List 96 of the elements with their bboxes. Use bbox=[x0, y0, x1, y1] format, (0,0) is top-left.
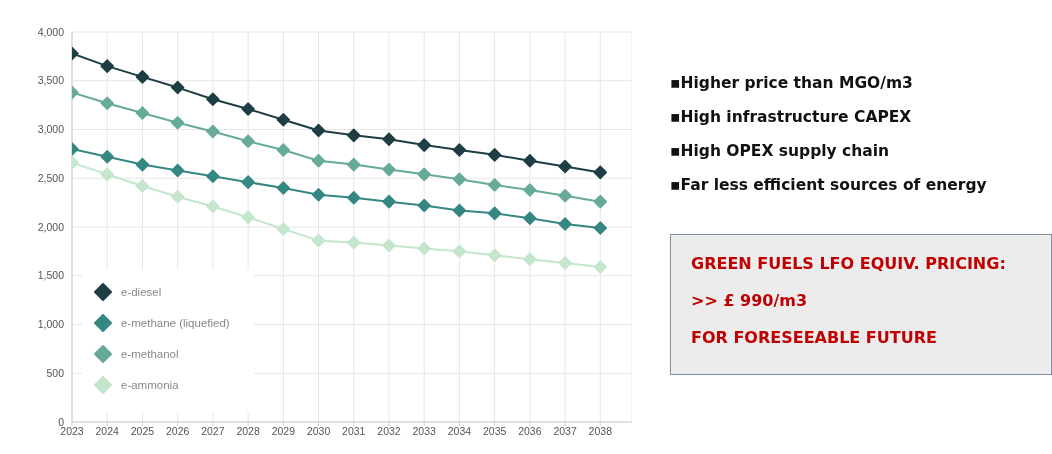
point bbox=[135, 70, 150, 84]
legend-label: e-diesel bbox=[121, 285, 162, 298]
y-tick-label: 1,000 bbox=[37, 318, 65, 331]
point bbox=[558, 159, 572, 174]
point bbox=[241, 175, 255, 189]
text: ▪High infrastructure CAPEX bbox=[670, 108, 913, 128]
point bbox=[487, 178, 502, 192]
text: ▪Higher price than MGO/m3 bbox=[670, 74, 914, 94]
point bbox=[523, 211, 537, 225]
point bbox=[100, 59, 114, 73]
text: ▪High OPEX supply chain bbox=[670, 142, 891, 162]
point bbox=[452, 244, 467, 259]
x-tick-label: 2036 bbox=[518, 425, 542, 438]
point bbox=[487, 248, 502, 263]
point bbox=[347, 235, 361, 250]
point bbox=[523, 153, 537, 168]
x-tick-label: 2030 bbox=[306, 425, 331, 438]
x-tick-label: 2026 bbox=[165, 425, 190, 438]
text: ▪Far less efficient sources of energy bbox=[670, 176, 988, 196]
y-tick-label: 1,500 bbox=[37, 269, 65, 282]
y-tick-label: 3,000 bbox=[37, 123, 65, 136]
point bbox=[417, 198, 431, 213]
point bbox=[135, 106, 150, 120]
point bbox=[170, 190, 185, 204]
point bbox=[100, 96, 114, 110]
x-tick-label: 2038 bbox=[588, 425, 613, 438]
point bbox=[276, 143, 291, 157]
point bbox=[241, 210, 255, 224]
text: GREEN FUELS LFO EQUIV. PRICING: bbox=[691, 253, 1007, 275]
point bbox=[241, 134, 255, 148]
point bbox=[382, 162, 396, 177]
text: >> £ 990/m3 bbox=[691, 290, 809, 312]
y-tick-label: 2,500 bbox=[37, 171, 65, 184]
point bbox=[170, 80, 185, 95]
x-tick-label: 2023 bbox=[60, 425, 84, 438]
x-tick-label: 2032 bbox=[377, 425, 401, 438]
y-tick-label: 0 bbox=[58, 415, 65, 428]
point bbox=[452, 172, 467, 186]
point bbox=[558, 189, 572, 203]
point bbox=[135, 179, 150, 193]
point bbox=[100, 150, 114, 164]
point bbox=[206, 169, 220, 184]
point bbox=[523, 183, 537, 197]
legend-label: e-methanol bbox=[121, 347, 179, 360]
x-tick-label: 2029 bbox=[271, 425, 296, 438]
point bbox=[487, 148, 502, 162]
point bbox=[170, 115, 185, 130]
point bbox=[135, 157, 150, 172]
legend-label: e-ammonia bbox=[121, 378, 179, 391]
y-tick-label: 2,000 bbox=[37, 220, 65, 233]
point bbox=[452, 143, 467, 157]
point bbox=[558, 256, 572, 270]
point bbox=[417, 167, 431, 182]
point bbox=[347, 157, 361, 172]
point bbox=[487, 206, 502, 221]
point bbox=[100, 167, 114, 182]
point bbox=[206, 124, 220, 139]
x-tick-label: 2027 bbox=[201, 425, 225, 438]
point bbox=[347, 128, 361, 143]
point bbox=[276, 181, 291, 195]
x-tick-label: 2033 bbox=[412, 425, 437, 438]
point bbox=[382, 194, 396, 209]
point bbox=[206, 199, 220, 214]
point bbox=[452, 203, 467, 218]
point bbox=[311, 153, 326, 168]
y-tick-label: 500 bbox=[46, 366, 65, 379]
y-tick-label: 3,500 bbox=[37, 74, 65, 87]
point bbox=[417, 138, 431, 152]
legend-label: e-methane (liquefied) bbox=[121, 316, 230, 329]
point bbox=[382, 238, 396, 253]
point bbox=[593, 260, 608, 274]
x-tick-label: 2024 bbox=[95, 425, 120, 438]
point bbox=[241, 102, 255, 116]
point bbox=[382, 132, 396, 146]
x-tick-label: 2028 bbox=[236, 425, 260, 438]
point bbox=[558, 217, 572, 231]
point bbox=[523, 252, 537, 266]
point bbox=[276, 113, 291, 127]
x-tick-label: 2035 bbox=[482, 425, 507, 438]
point bbox=[417, 241, 431, 256]
point bbox=[311, 123, 326, 138]
point bbox=[311, 233, 326, 248]
y-tick-label: 4,000 bbox=[37, 25, 65, 38]
x-tick-label: 2031 bbox=[342, 425, 366, 438]
point bbox=[593, 194, 608, 209]
x-tick-label: 2025 bbox=[130, 425, 155, 438]
point bbox=[593, 165, 608, 180]
point bbox=[206, 92, 220, 107]
point bbox=[276, 222, 291, 236]
x-tick-label: 2034 bbox=[447, 425, 472, 438]
point bbox=[593, 221, 608, 235]
text: FOR FORESEEABLE FUTURE bbox=[691, 327, 938, 349]
x-tick-label: 2037 bbox=[553, 425, 577, 438]
point bbox=[170, 163, 185, 178]
point bbox=[311, 188, 326, 202]
point bbox=[347, 191, 361, 205]
